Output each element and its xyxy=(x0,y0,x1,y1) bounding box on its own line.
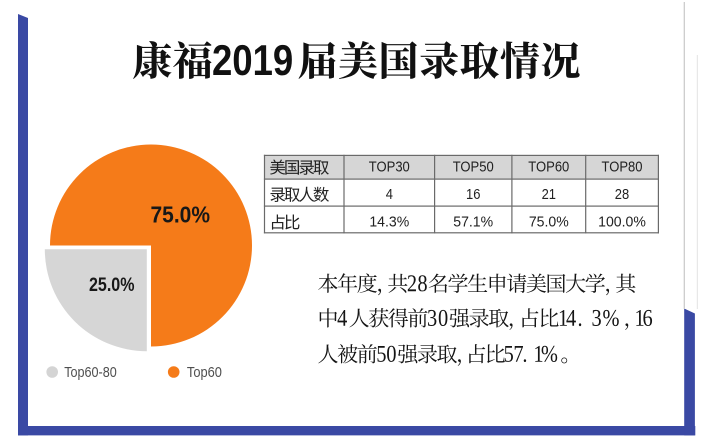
svg-text:57.1%: 57.1% xyxy=(453,215,493,231)
svg-text:21: 21 xyxy=(542,187,556,203)
svg-text:TOP30: TOP30 xyxy=(369,159,410,176)
svg-text:TOP50: TOP50 xyxy=(453,159,494,176)
svg-text:TOP60: TOP60 xyxy=(528,159,569,176)
svg-text:75.0%: 75.0% xyxy=(529,215,569,231)
svg-text:75.0%: 75.0% xyxy=(151,201,211,227)
svg-text:14.3%: 14.3% xyxy=(369,215,409,231)
svg-text:TOP80: TOP80 xyxy=(602,159,643,176)
svg-text:16: 16 xyxy=(466,187,480,203)
svg-text:Top60-80: Top60-80 xyxy=(64,364,117,381)
svg-text:28: 28 xyxy=(615,187,629,203)
svg-text:25.0%: 25.0% xyxy=(89,274,135,296)
svg-text:Top60: Top60 xyxy=(187,364,222,381)
svg-text:4: 4 xyxy=(386,187,393,203)
svg-text:100.0%: 100.0% xyxy=(598,215,646,231)
